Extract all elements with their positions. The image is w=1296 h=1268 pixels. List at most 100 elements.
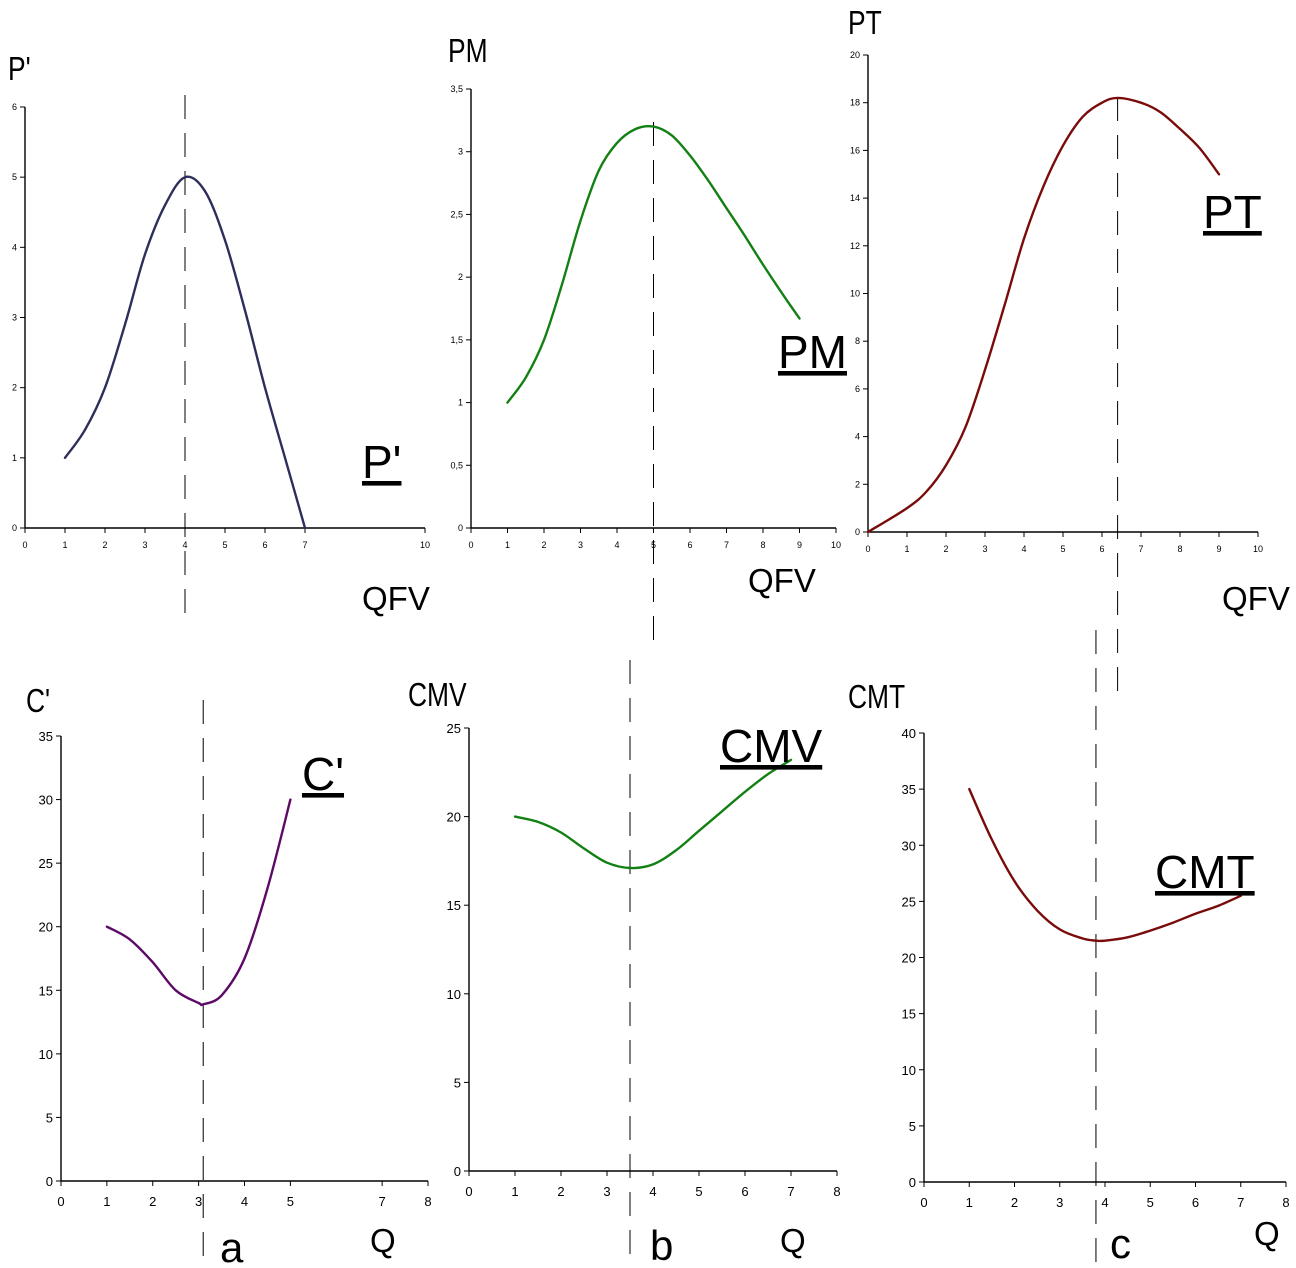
x-tick-label: 5 [695,1184,702,1199]
y-tick-label: 10 [902,1063,916,1078]
y-tick-label: 5 [454,1075,461,1090]
x-tick-label: 3 [603,1184,610,1199]
y-tick-label: 0,5 [450,460,463,470]
x-tick-label: 2 [541,540,546,550]
x-tick-label: 4 [1101,1195,1108,1210]
x-tick-label: 5 [1060,544,1065,554]
x-tick-label: 3 [982,544,987,554]
x-axis-title: QFV [748,562,816,599]
point-marker-label: b [650,1222,673,1268]
curve-label: CMV [720,720,823,772]
x-tick-label: 0 [920,1195,927,1210]
x-tick-label: 0 [22,540,27,550]
x-tick-label: 4 [182,540,187,550]
x-tick-label: 10 [1253,544,1263,554]
y-tick-label: 0 [855,527,860,537]
x-tick-label: 2 [943,544,948,554]
curve-label: PM [778,326,847,378]
cmt-chart: 0 5 10 15 20 25 30 35 40 0 1 2 3 4 5 6 7 8 CMT Q CMT c [848,630,1290,1267]
x-axis-title: Q [780,1222,806,1259]
x-tick-label: 1 [511,1184,518,1199]
y-tick-label: 0 [46,1174,53,1189]
x-tick-label: 4 [614,540,619,550]
y-tick-label: 20 [850,50,860,60]
x-tick-label: 10 [831,540,841,550]
y-tick-label: 14 [850,193,860,203]
x-tick-label: 5 [1147,1195,1154,1210]
x-tick-label: 6 [741,1184,748,1199]
x-tick-label: 6 [1099,544,1104,554]
curve-label: P' [362,436,401,488]
y-tick-label: 15 [447,898,461,913]
x-tick-label: 4 [241,1194,248,1209]
y-axis-title: P' [8,51,31,87]
y-tick-label: 20 [902,951,916,966]
x-tick-label: 2 [1011,1195,1018,1210]
x-tick-label: 10 [420,540,430,550]
y-tick-label: 15 [902,1007,916,1022]
y-tick-label: 3 [458,147,463,157]
y-tick-label: 5 [909,1119,916,1134]
x-tick-label: 1 [505,540,510,550]
x-tick-label: 0 [465,1184,472,1199]
y-tick-label: 35 [902,782,916,797]
y-tick-label: 6 [855,384,860,394]
x-tick-label: 3 [142,540,147,550]
x-tick-label: 7 [787,1184,794,1199]
x-tick-label: 9 [797,540,802,550]
x-tick-label: 8 [760,540,765,550]
y-tick-label: 2 [12,383,17,393]
x-tick-label: 1 [966,1195,973,1210]
y-tick-label: 15 [39,983,53,998]
y-tick-label: 25 [902,894,916,909]
x-tick-label: 8 [833,1184,840,1199]
point-marker-label: a [220,1224,244,1268]
x-tick-label: 6 [687,540,692,550]
x-axis-title: QFV [1222,580,1290,617]
x-tick-label: 7 [1237,1195,1244,1210]
x-tick-label: 2 [149,1194,156,1209]
x-tick-label: 2 [102,540,107,550]
y-tick-label: 8 [855,336,860,346]
pt-curve [866,96,1221,534]
y-tick-label: 3,5 [450,84,463,94]
curve-label: C' [302,748,344,800]
y-tick-label: 1,5 [450,335,463,345]
cmv-chart: 0 5 10 15 20 25 0 1 2 3 4 5 6 7 8 CMV Q CMV b [408,660,841,1268]
y-tick-label: 16 [850,145,860,155]
y-tick-label: 5 [46,1110,53,1125]
x-tick-label: 8 [1282,1195,1289,1210]
x-tick-label: 5 [222,540,227,550]
x-axis-title: Q [370,1222,396,1259]
x-tick-label: 3 [1056,1195,1063,1210]
y-tick-label: 40 [902,726,916,741]
x-tick-label: 6 [1192,1195,1199,1210]
x-tick-label: 8 [1177,544,1182,554]
y-tick-label: 2 [855,479,860,489]
y-tick-label: 1 [12,453,17,463]
y-tick-label: 10 [39,1047,53,1062]
y-axis-title: CMV [408,677,467,713]
x-tick-label: 3 [195,1194,202,1209]
x-tick-label: 0 [468,540,473,550]
cmt-curve [968,787,1242,943]
y-tick-label: 25 [447,721,461,736]
y-tick-label: 10 [447,987,461,1002]
x-tick-label: 4 [1021,544,1026,554]
y-tick-label: 30 [902,838,916,853]
y-tick-label: 4 [12,242,17,252]
y-tick-label: 30 [39,793,53,808]
y-tick-label: 4 [855,432,860,442]
curve-label: PT [1203,186,1262,238]
x-tick-label: 4 [649,1184,656,1199]
y-axis-title: C' [26,683,50,719]
x-tick-label: 0 [57,1194,64,1209]
x-tick-label: 7 [379,1194,386,1209]
x-tick-label: 7 [1138,544,1143,554]
x-tick-label: 7 [724,540,729,550]
y-tick-label: 12 [850,241,860,251]
y-tick-label: 3 [12,313,17,323]
y-tick-label: 20 [39,920,53,935]
